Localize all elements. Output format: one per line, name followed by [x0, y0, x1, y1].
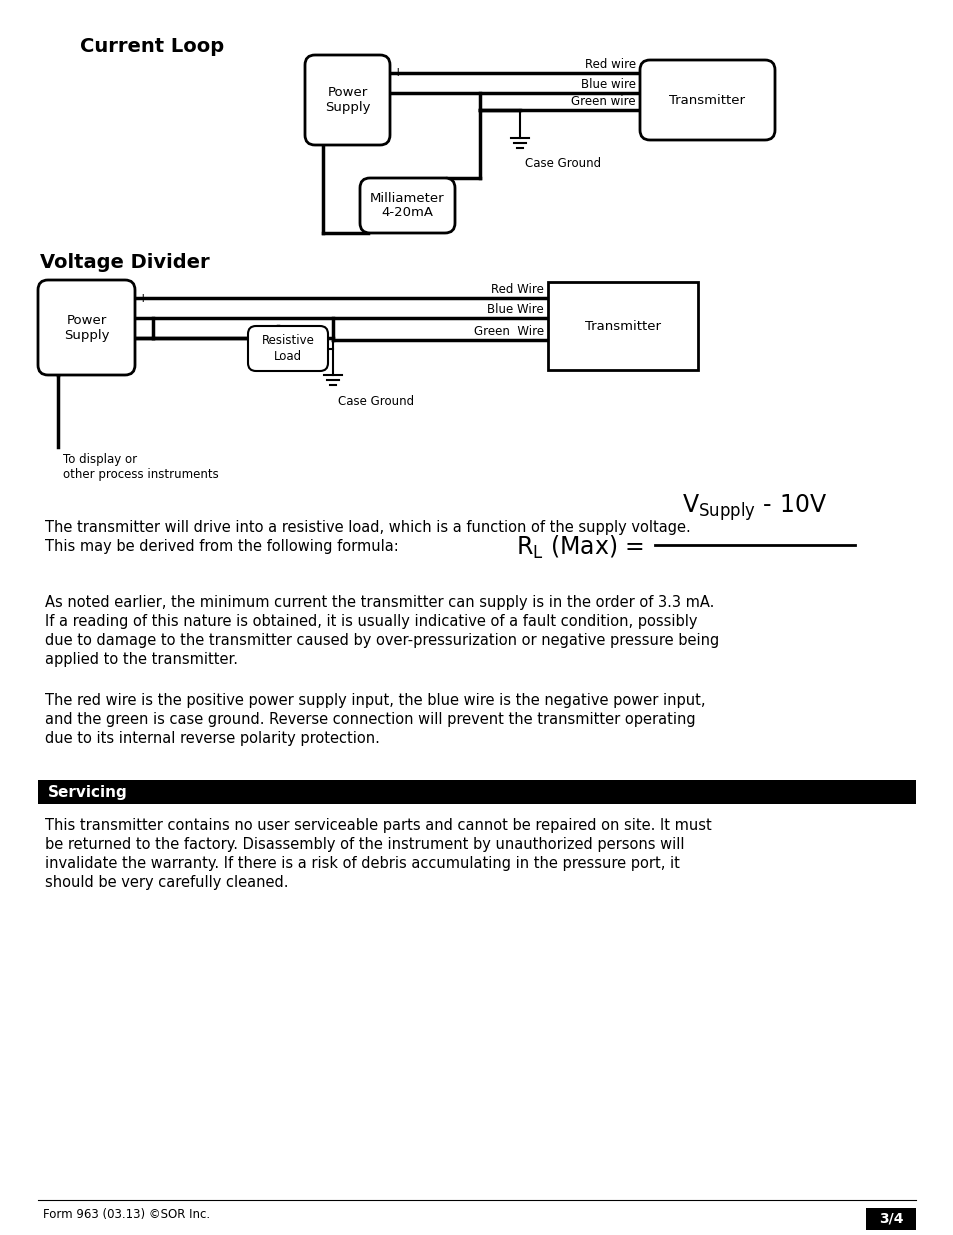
Text: If a reading of this nature is obtained, it is usually indicative of a fault con: If a reading of this nature is obtained,…: [45, 614, 697, 629]
Text: The transmitter will drive into a resistive load, which is a function of the sup: The transmitter will drive into a resist…: [45, 520, 690, 535]
Bar: [38, 781, 915, 804]
Text: should be very carefully cleaned.: should be very carefully cleaned.: [45, 876, 288, 890]
Text: $\mathsf{V_{Supply}}$ - 10V: $\mathsf{V_{Supply}}$ - 10V: [681, 493, 826, 522]
Text: Green  Wire: Green Wire: [474, 325, 543, 338]
Text: due to its internal reverse polarity protection.: due to its internal reverse polarity pro…: [45, 731, 379, 746]
Text: Servicing: Servicing: [48, 785, 128, 800]
Text: As noted earlier, the minimum current the transmitter can supply is in the order: As noted earlier, the minimum current th…: [45, 595, 714, 610]
Text: $\mathsf{R_L}$ (Max) =: $\mathsf{R_L}$ (Max) =: [516, 534, 646, 561]
FancyBboxPatch shape: [38, 280, 135, 375]
FancyBboxPatch shape: [248, 326, 328, 370]
Text: Form 963 (03.13) ©SOR Inc.: Form 963 (03.13) ©SOR Inc.: [43, 1208, 210, 1221]
Bar: [865, 1208, 915, 1230]
Text: Blue Wire: Blue Wire: [487, 303, 543, 316]
Text: +: +: [138, 291, 149, 305]
Text: The red wire is the positive power supply input, the blue wire is the negative p: The red wire is the positive power suppl…: [45, 693, 705, 708]
Text: Transmitter: Transmitter: [669, 94, 744, 106]
Text: Red wire: Red wire: [584, 58, 636, 70]
FancyBboxPatch shape: [305, 56, 390, 144]
Text: Green wire: Green wire: [571, 95, 636, 107]
FancyBboxPatch shape: [359, 178, 455, 233]
Text: Voltage Divider: Voltage Divider: [40, 253, 210, 272]
Text: be returned to the factory. Disassembly of the instrument by unauthorized person: be returned to the factory. Disassembly …: [45, 837, 684, 852]
Text: Blue wire: Blue wire: [580, 78, 636, 91]
Bar: [547, 282, 698, 370]
Text: and the green is case ground. Reverse connection will prevent the transmitter op: and the green is case ground. Reverse co…: [45, 713, 695, 727]
Text: This transmitter contains no user serviceable parts and cannot be repaired on si: This transmitter contains no user servic…: [45, 818, 711, 832]
Text: Transmitter: Transmitter: [584, 320, 660, 332]
Text: applied to the transmitter.: applied to the transmitter.: [45, 652, 237, 667]
Text: Red Wire: Red Wire: [491, 283, 543, 296]
FancyBboxPatch shape: [639, 61, 774, 140]
Text: Power
Supply: Power Supply: [64, 314, 110, 342]
Text: Case Ground: Case Ground: [524, 157, 600, 170]
Text: Power
Supply: Power Supply: [324, 86, 370, 114]
Text: Milliameter
4-20mA: Milliameter 4-20mA: [370, 191, 444, 220]
Text: To display or
other process instruments: To display or other process instruments: [63, 453, 218, 480]
Text: −: −: [138, 311, 150, 325]
Text: invalidate the warranty. If there is a risk of debris accumulating in the pressu: invalidate the warranty. If there is a r…: [45, 856, 679, 871]
Text: Resistive
Load: Resistive Load: [261, 335, 314, 363]
Text: due to damage to the transmitter caused by over-pressurization or negative press: due to damage to the transmitter caused …: [45, 634, 719, 648]
Text: This may be derived from the following formula:: This may be derived from the following f…: [45, 538, 398, 555]
Text: Case Ground: Case Ground: [337, 395, 414, 408]
Text: Current Loop: Current Loop: [80, 37, 224, 56]
Text: 3/4: 3/4: [878, 1212, 902, 1226]
Text: −: −: [393, 86, 404, 100]
Text: +: +: [393, 67, 403, 79]
